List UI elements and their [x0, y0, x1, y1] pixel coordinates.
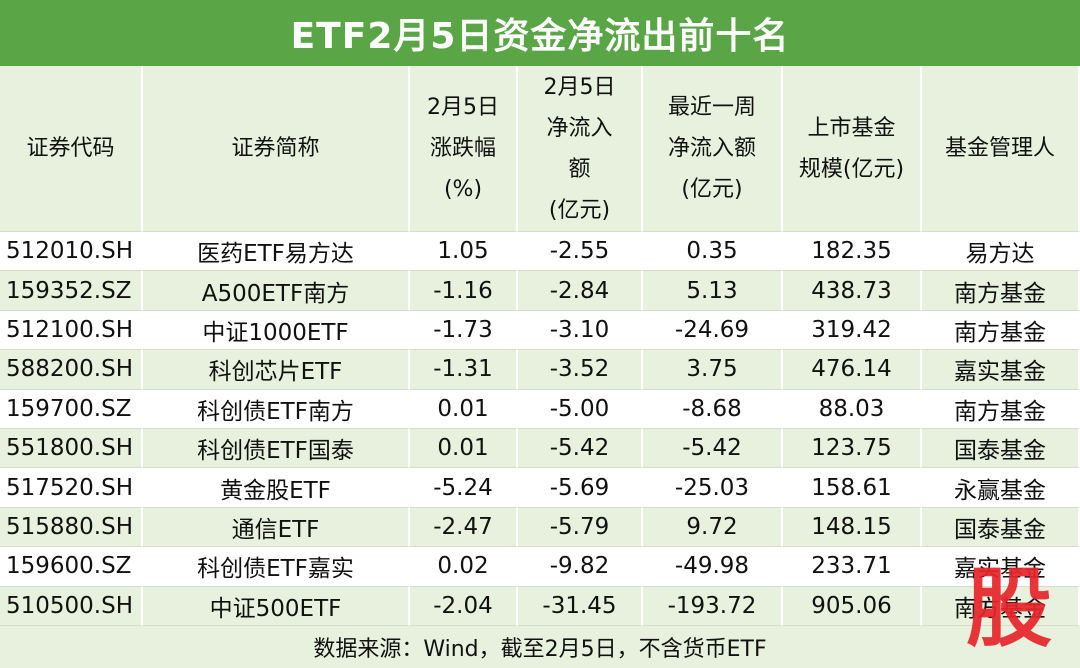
table-cell: 438.73	[783, 271, 922, 311]
header-cell: 证券代码	[0, 66, 143, 232]
header-line: (亿元)	[681, 177, 743, 202]
table-cell: 159352.SZ	[0, 271, 143, 311]
table-cell: 易方达	[922, 232, 1080, 272]
table-cell: -25.03	[643, 468, 783, 508]
header-line: 证券简称	[231, 136, 320, 161]
table-cell: 国泰基金	[922, 429, 1080, 469]
header-line: 2月5日	[427, 95, 499, 120]
table-cell: 0.35	[643, 232, 783, 272]
table-cell: -49.98	[643, 547, 783, 587]
table-cell: -2.55	[518, 232, 643, 272]
table-cell: -5.69	[518, 468, 643, 508]
header-cell: 2月5日涨跌幅 (%)	[410, 66, 518, 232]
table-cell: 国泰基金	[922, 507, 1080, 548]
table-cell: 159700.SZ	[0, 389, 143, 429]
table-cell: A500ETF南方	[143, 271, 410, 311]
header-line: (%)	[443, 177, 483, 202]
header-line: 上市基金	[807, 115, 896, 141]
table-cell: 182.35	[783, 232, 922, 272]
table-cell: 551800.SH	[0, 429, 143, 469]
header-line: 额	[568, 156, 591, 182]
table-cell: -3.52	[518, 350, 643, 390]
header-line: 规模(亿元)	[798, 156, 905, 182]
table-cell: 科创债ETF南方	[143, 389, 410, 429]
table-cell: 中证1000ETF	[143, 310, 410, 351]
table-cell: 科创芯片ETF	[143, 350, 410, 390]
table-cell: 476.14	[783, 350, 922, 390]
table-cell: -5.00	[518, 389, 643, 429]
table-cell: 0.01	[410, 429, 518, 469]
table-cell: 1.05	[410, 232, 518, 272]
table-cell: 3.75	[643, 350, 783, 390]
table-cell: 嘉实基金	[922, 350, 1080, 390]
table-cell: -2.47	[410, 507, 518, 548]
header-cell: 基金管理人	[922, 66, 1080, 232]
table-cell: 319.42	[783, 310, 922, 351]
table-cell: 永赢基金	[922, 468, 1080, 508]
header-cell: 上市基金规模(亿元)	[783, 66, 922, 232]
table-cell: 科创债ETF嘉实	[143, 547, 410, 587]
title: ETF2月5日资金净流出前十名	[0, 0, 1080, 66]
table-cell: -2.04	[410, 586, 518, 626]
table-cell: -2.84	[518, 271, 643, 311]
table-cell: 科创债ETF国泰	[143, 429, 410, 469]
table-cell: 159600.SZ	[0, 547, 143, 587]
table-cell: 515880.SH	[0, 507, 143, 548]
table-cell: 南方基金	[922, 310, 1080, 351]
header-line: 2月5日	[543, 74, 616, 100]
table-cell: -5.24	[410, 468, 518, 508]
table-cell: 南方基金	[922, 586, 1080, 626]
header-cell: 2月5日净流入额 (亿元)	[518, 66, 643, 232]
table-cell: 南方基金	[922, 271, 1080, 311]
header-line: 净流入	[546, 115, 613, 141]
table-cell: 123.75	[783, 429, 922, 469]
header-line: 证券代码	[26, 136, 115, 161]
table-cell: 中证500ETF	[143, 586, 410, 626]
table-cell: 黄金股ETF	[143, 468, 410, 508]
table-cell: 0.02	[410, 547, 518, 587]
watermark: 股	[966, 559, 1052, 659]
header-line: 涨跌幅	[429, 136, 496, 161]
table-cell: 5.13	[643, 271, 783, 311]
table-cell: -31.45	[518, 586, 643, 626]
table-cell: -8.68	[643, 389, 783, 429]
table-cell: 588200.SH	[0, 350, 143, 390]
table-cell: 9.72	[643, 507, 783, 548]
header-cell: 最近一周净流入额 (亿元)	[643, 66, 783, 232]
header-line: (亿元)	[548, 197, 611, 223]
table-cell: -5.79	[518, 507, 643, 548]
table-cell: 512010.SH	[0, 232, 143, 272]
table-cell: 148.15	[783, 507, 922, 548]
table-cell: -3.10	[518, 310, 643, 351]
header-line: 基金管理人	[944, 136, 1055, 161]
table-cell: 233.71	[783, 547, 922, 587]
table-cell: -24.69	[643, 310, 783, 351]
table-cell: 88.03	[783, 389, 922, 429]
table-cell: -5.42	[643, 429, 783, 469]
table-cell: 158.61	[783, 468, 922, 508]
table-cell: 南方基金	[922, 389, 1080, 429]
table-cell: 医药ETF易方达	[143, 232, 410, 272]
table-cell: -5.42	[518, 429, 643, 469]
table-cell: 通信ETF	[143, 507, 410, 548]
table-cell: -9.82	[518, 547, 643, 587]
table-cell: 517520.SH	[0, 468, 143, 508]
table-cell: -1.16	[410, 271, 518, 311]
table-cell: 0.01	[410, 389, 518, 429]
table-cell: -1.31	[410, 350, 518, 390]
table-cell: -193.72	[643, 586, 783, 626]
header-cell: 证券简称	[143, 66, 410, 232]
footer-note: 数据来源：Wind，截至2月5日，不含货币ETF	[0, 626, 1080, 668]
table-cell: 905.06	[783, 586, 922, 626]
table-cell: 嘉实基金	[922, 547, 1080, 587]
table-cell: -1.73	[410, 310, 518, 351]
header-line: 最近一周	[667, 95, 756, 120]
table-cell: 510500.SH	[0, 586, 143, 626]
table-cell: 512100.SH	[0, 310, 143, 351]
header-line: 净流入额	[667, 136, 756, 161]
